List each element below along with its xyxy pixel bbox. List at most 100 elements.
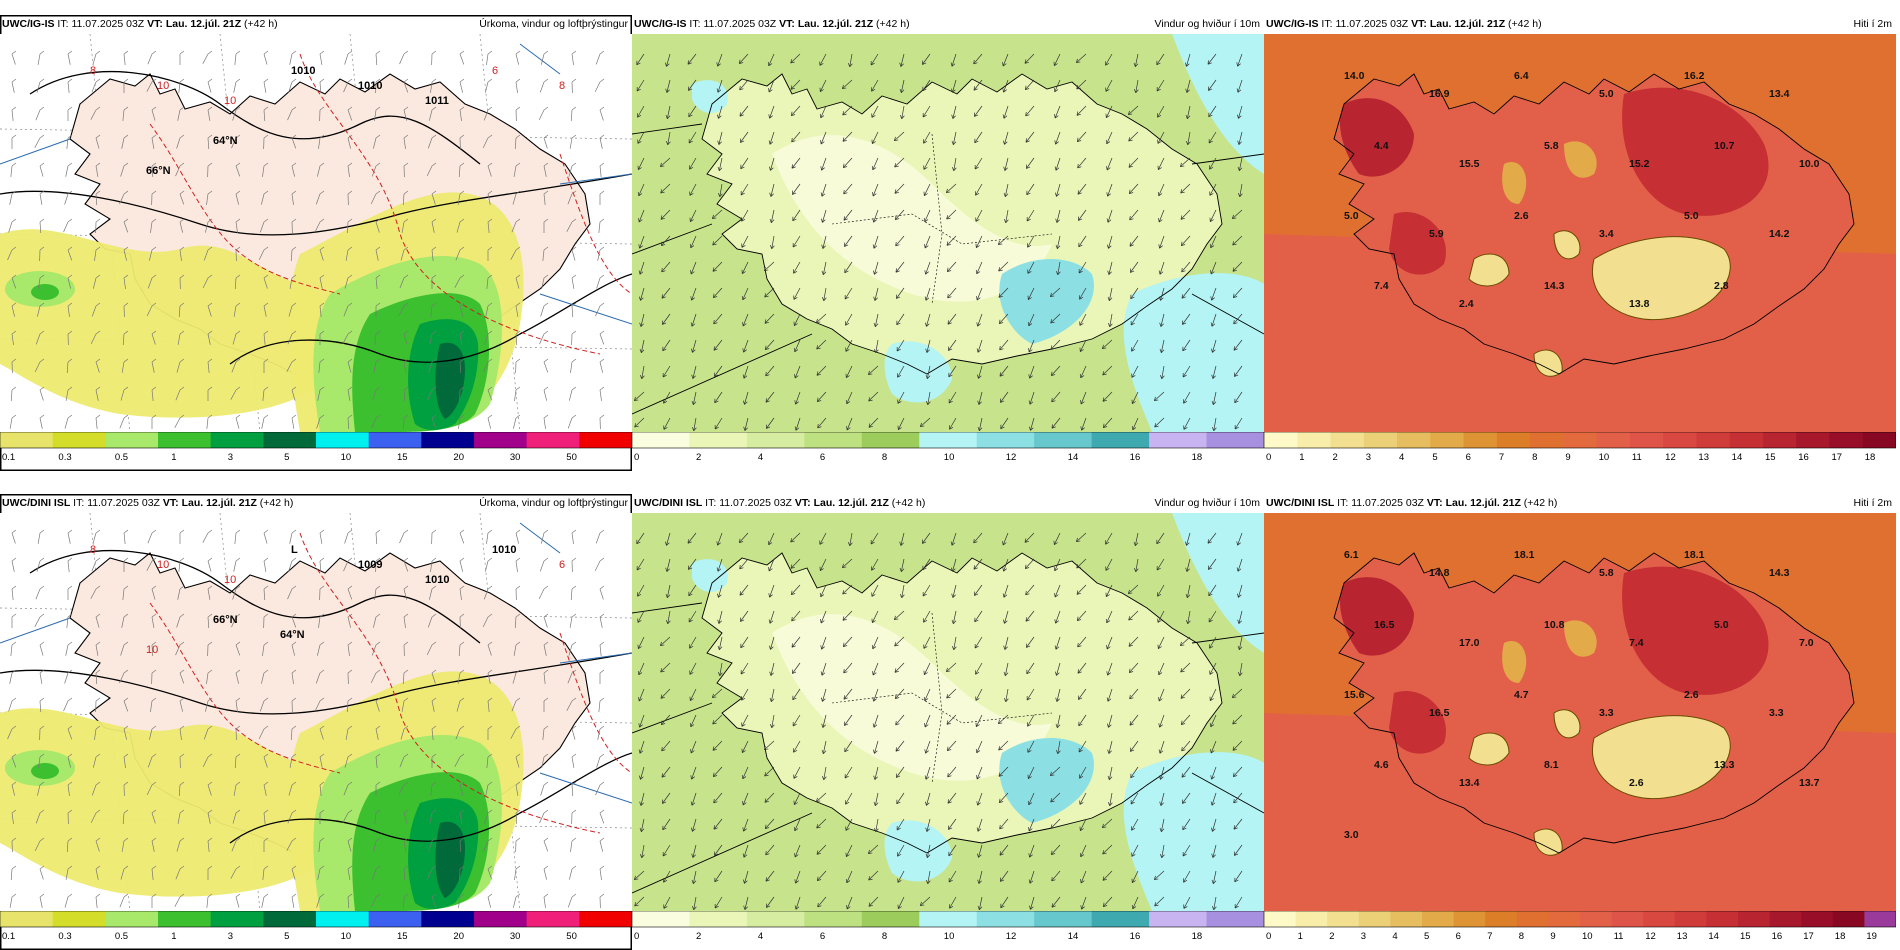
wind-arrowhead xyxy=(822,245,826,249)
wind-barb xyxy=(1028,818,1035,832)
wind-arrowhead xyxy=(1233,827,1238,830)
temp-field-cool xyxy=(1564,620,1597,657)
wind-barb xyxy=(946,183,957,193)
wind-barb-tick xyxy=(291,50,297,55)
wind-barb xyxy=(1183,417,1191,430)
wind-barb xyxy=(712,261,723,272)
wind-barb-tick xyxy=(515,106,521,111)
wind-barb xyxy=(1157,105,1165,118)
wind-barb-tick xyxy=(179,386,185,391)
wind-barb xyxy=(1181,235,1191,246)
wind-barb xyxy=(235,193,240,205)
wind-arrowhead xyxy=(875,802,879,806)
wind-barb xyxy=(637,636,645,649)
wind-barb xyxy=(770,688,775,702)
wind-barb xyxy=(287,333,293,345)
wind-arrowhead xyxy=(973,59,975,65)
wind-arrowhead xyxy=(1161,828,1165,832)
wind-barb-tick xyxy=(487,585,493,590)
wind-barb-tick xyxy=(67,893,73,898)
wind-arrowhead xyxy=(1181,775,1186,778)
wind-arrowhead xyxy=(1055,141,1059,145)
wind-barb xyxy=(1180,662,1191,673)
colorbar-label: 4 xyxy=(758,452,763,463)
colorbar-label: 10 xyxy=(341,931,352,942)
wind-arrowhead xyxy=(1004,141,1008,145)
wind-arrowhead xyxy=(1158,167,1162,170)
wind-barb-tick xyxy=(95,162,101,167)
wind-arrowhead xyxy=(743,905,746,910)
wind-arrowhead xyxy=(717,89,722,93)
colorbar-swatch xyxy=(105,911,159,927)
wind-barb-tick xyxy=(123,781,129,786)
wind-barb-tick xyxy=(487,302,493,307)
wind-arrowhead xyxy=(952,594,956,598)
colorbar-label: 2 xyxy=(1333,452,1338,463)
wind-arrowhead xyxy=(742,776,747,780)
wind-barb xyxy=(203,728,209,740)
colorbar-swatch xyxy=(579,911,632,927)
wind-arrowhead xyxy=(713,322,718,325)
colorbar-swatch xyxy=(1264,432,1298,448)
wind-barb-tick xyxy=(515,557,521,562)
wind-barb xyxy=(7,249,13,261)
wind-barb xyxy=(973,53,983,65)
wind-arrowhead xyxy=(690,801,693,806)
wind-arrowhead xyxy=(895,749,900,752)
wind-arrowhead xyxy=(900,542,904,546)
wind-barb-tick xyxy=(263,106,269,111)
wind-barb xyxy=(206,672,209,684)
colorbar-swatch xyxy=(1363,432,1398,448)
wind-arrowhead xyxy=(820,140,822,145)
wind-barb-tick xyxy=(179,50,185,55)
wind-barb-tick xyxy=(319,246,325,251)
wind-barb-tick xyxy=(571,837,577,842)
wind-barb-tick xyxy=(431,414,437,419)
wind-arrowhead xyxy=(1232,214,1234,219)
wind-barb xyxy=(122,333,125,345)
wind-barb-tick xyxy=(431,106,437,111)
temp-label: 10.0 xyxy=(1799,158,1820,170)
wind-arrowhead xyxy=(714,905,719,909)
colorbar-label: 4 xyxy=(758,931,763,942)
wind-barb-tick xyxy=(151,274,157,279)
wind-barb-tick xyxy=(67,753,73,758)
wind-barb xyxy=(594,81,601,93)
wind-arrowhead xyxy=(1232,243,1237,246)
wind-barb xyxy=(1237,532,1243,546)
wind-barb xyxy=(1079,818,1087,831)
wind-barb-tick xyxy=(431,358,437,363)
wind-arrowhead xyxy=(740,140,745,143)
colorbar-label: 14 xyxy=(1732,452,1743,463)
wind-barb xyxy=(816,339,827,350)
wind-barb xyxy=(39,193,43,205)
wind-barb-tick xyxy=(347,78,353,83)
wind-barb xyxy=(666,79,671,93)
wind-barb-tick xyxy=(235,725,241,730)
wind-arrowhead xyxy=(849,63,853,68)
wind-barb xyxy=(319,305,322,317)
wind-barb xyxy=(741,261,749,274)
wind-barb xyxy=(641,844,645,858)
wind-arrowhead xyxy=(947,293,949,299)
wind-arrowhead xyxy=(765,371,767,377)
wind-barb xyxy=(896,339,905,352)
wind-barb xyxy=(511,700,517,712)
wind-arrowhead xyxy=(895,723,900,726)
wind-arrowhead xyxy=(1159,775,1161,780)
wind-arrowhead xyxy=(639,245,643,249)
wind-arrowhead xyxy=(946,696,951,699)
colorbar-swatch xyxy=(1580,911,1613,927)
colorbar-swatch xyxy=(1629,432,1664,448)
wind-barb-tick xyxy=(431,246,437,251)
wind-barb xyxy=(636,53,645,65)
wind-barb xyxy=(347,588,353,600)
wind-barb-tick xyxy=(11,190,17,195)
wind-barb-tick xyxy=(403,414,409,419)
wind-arrowhead xyxy=(946,188,948,193)
wind-arrowhead xyxy=(742,374,745,379)
wind-barb-tick xyxy=(123,893,129,898)
wind-barb xyxy=(347,165,350,177)
wind-barb xyxy=(373,361,377,373)
wind-barb xyxy=(67,560,70,572)
